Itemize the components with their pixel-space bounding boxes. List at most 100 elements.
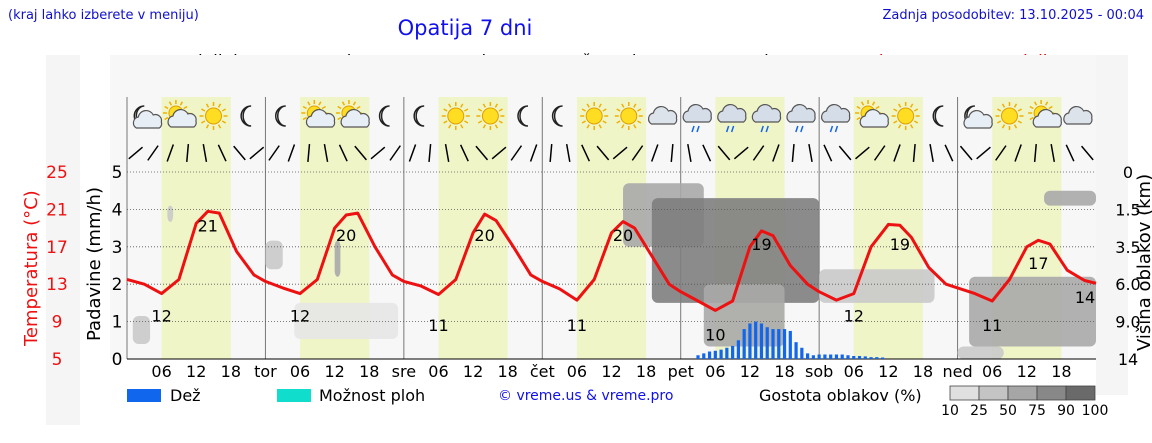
rain-bar — [829, 354, 833, 359]
wind-barb — [959, 145, 973, 161]
rain-bar — [754, 321, 758, 359]
moon-icon — [240, 105, 252, 127]
sun-ray — [356, 105, 361, 110]
sun-ray — [482, 103, 487, 108]
wind-barb — [929, 144, 934, 162]
rain-bar — [817, 354, 821, 359]
sun-icon — [199, 102, 228, 130]
sun-ray — [307, 101, 311, 106]
sun-ray — [337, 116, 342, 121]
wind-barb — [307, 143, 311, 163]
sun-ray — [221, 108, 227, 112]
wind-barb — [217, 144, 227, 162]
wind-barb — [670, 143, 674, 163]
rain-bar — [736, 340, 740, 359]
density-tick: 10 — [941, 403, 959, 419]
temperature-label: 10 — [705, 325, 725, 344]
region-hint[interactable]: (kraj lahko izberete v meniju) — [8, 8, 199, 23]
moon-shape — [274, 105, 286, 127]
cloud-shape — [963, 109, 993, 129]
precipitation-tick: 3 — [112, 238, 123, 258]
temperature-tick: 17 — [46, 238, 68, 258]
sun-ray — [581, 120, 586, 124]
sun-ray — [1044, 101, 1049, 106]
hour-tick: 18 — [636, 362, 656, 381]
sun-ray — [217, 124, 222, 129]
sun-ray — [302, 105, 307, 110]
sun-ray — [602, 120, 607, 124]
sun-cloud-icon — [162, 100, 197, 128]
sun-ray — [460, 124, 464, 129]
wind-barb — [249, 146, 265, 160]
sun-icon — [476, 102, 505, 130]
sun-ray — [337, 105, 342, 110]
right-axis-panel — [1096, 55, 1128, 395]
sun-disc — [897, 107, 915, 125]
rain-bar — [880, 357, 885, 359]
wind-barb — [166, 144, 175, 162]
sun-ray — [898, 124, 902, 129]
cloud-layer — [651, 198, 820, 303]
rain-bar — [806, 353, 810, 359]
legend-density-label: Gostota oblakov (%) — [759, 386, 922, 405]
cloud-shape — [647, 105, 678, 125]
wind-barb — [791, 143, 795, 163]
precipitation-bars — [696, 321, 885, 359]
cloud-height-tick: 1.5 — [1115, 200, 1140, 219]
wind-barb — [1033, 143, 1037, 163]
wind-barb — [873, 145, 886, 161]
cloud-layer — [819, 269, 935, 303]
wind-barb — [855, 146, 870, 160]
moon-icon — [517, 105, 529, 127]
daylight-band — [853, 97, 923, 359]
credit-link[interactable]: © vreme.us & vreme.pro — [498, 388, 674, 404]
sun-ray — [164, 116, 169, 121]
rain-drop — [800, 125, 804, 133]
rain-bar — [800, 347, 804, 359]
moon-cloud-icon — [132, 105, 163, 129]
rain-bar — [852, 356, 856, 359]
rain-bar — [725, 347, 729, 359]
cloud-rain-icon — [682, 103, 712, 133]
sun-ray — [494, 124, 499, 129]
temperature-series: 12 21 12 20 11 20 11 20 10 19 12 19 11 17 14 — [126, 209, 1097, 344]
sun-ray — [633, 124, 637, 129]
sun-ray — [164, 105, 169, 110]
sun-disc — [447, 107, 465, 125]
sun-ray — [598, 103, 602, 108]
sun-ray — [464, 108, 469, 112]
sun-ray — [893, 120, 898, 124]
cloud-shape — [340, 108, 370, 128]
wind-barbs — [128, 143, 1094, 163]
rain-drop — [834, 125, 839, 133]
sun-ray — [1017, 120, 1022, 124]
legend-showers-swatch — [277, 389, 311, 402]
cloud-layer — [294, 302, 399, 340]
wind-barb — [370, 146, 386, 160]
rain-bar — [777, 329, 781, 359]
density-swatch — [1007, 385, 1038, 401]
temperature-label: 20 — [336, 226, 356, 245]
last-updated: Zadnja posodobitev: 13.10.2025 - 00:04 — [882, 8, 1144, 23]
wind-barb — [338, 144, 348, 162]
sun-ray — [893, 108, 898, 112]
sun-ray — [201, 108, 206, 112]
sun-disc — [205, 107, 223, 125]
hour-tick: 12 — [601, 362, 621, 381]
wind-barb — [838, 145, 852, 161]
cloud-height-tick: 3.5 — [1115, 238, 1140, 257]
sun-ray — [860, 101, 865, 106]
wind-barb — [752, 145, 765, 161]
page-title: Opatija 7 dni — [397, 16, 533, 40]
wind-barb — [944, 144, 954, 162]
rain-bar — [788, 330, 792, 359]
rain-bar — [731, 345, 735, 359]
temperature-label: 12 — [844, 307, 864, 326]
rain-bar — [719, 349, 723, 359]
day-short-label: sre — [392, 362, 416, 381]
sun-ray — [1029, 116, 1034, 121]
sun-ray — [616, 108, 621, 112]
wind-barb — [268, 145, 280, 161]
hour-tick: 12 — [463, 362, 483, 381]
